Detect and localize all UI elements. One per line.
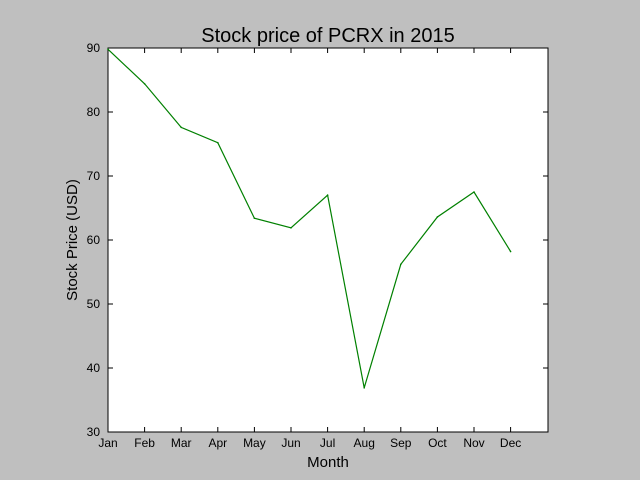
y-axis: 30 40 50 60 70 80 90 bbox=[87, 41, 548, 439]
price-line bbox=[107, 48, 512, 388]
x-tick-label: Nov bbox=[463, 436, 484, 450]
y-tick-label: 80 bbox=[87, 105, 101, 119]
x-tick-label: Sep bbox=[390, 436, 412, 450]
data-point bbox=[473, 191, 475, 193]
x-axis-label: Month bbox=[307, 454, 349, 471]
y-tick-label: 50 bbox=[87, 297, 101, 311]
y-tick-label: 60 bbox=[87, 233, 101, 247]
y-tick-label: 30 bbox=[87, 425, 101, 439]
data-point bbox=[326, 194, 329, 196]
y-tick-label: 90 bbox=[87, 41, 101, 55]
x-tick-label: Aug bbox=[354, 436, 375, 450]
x-tick-label: Dec bbox=[500, 436, 521, 450]
x-tick-label: May bbox=[243, 436, 266, 450]
x-tick-label: Mar bbox=[171, 436, 192, 450]
y-axis-label: Stock Price (USD) bbox=[64, 179, 81, 301]
x-tick-label: Jun bbox=[281, 436, 300, 450]
data-point bbox=[509, 250, 512, 253]
data-point bbox=[363, 387, 366, 389]
plot-area bbox=[107, 47, 549, 433]
y-tick-label: 40 bbox=[87, 361, 101, 375]
x-tick-label: Jan bbox=[98, 436, 117, 450]
series-layer bbox=[107, 48, 512, 389]
data-point bbox=[143, 83, 146, 85]
x-tick-label: Jul bbox=[320, 436, 335, 450]
chart-title: Stock price of PCRX in 2015 bbox=[201, 25, 454, 47]
x-axis: Jan Feb Mar Apr May Jun Jul Aug Sep Oct Nov Dec bbox=[98, 48, 521, 450]
data-point bbox=[217, 141, 219, 144]
x-tick-label: Feb bbox=[134, 436, 155, 450]
y-tick-label: 70 bbox=[87, 169, 101, 183]
data-point bbox=[180, 126, 182, 129]
data-point bbox=[253, 217, 256, 220]
x-tick-label: Apr bbox=[208, 436, 227, 450]
data-point bbox=[290, 227, 292, 229]
data-point bbox=[107, 48, 109, 51]
data-point bbox=[400, 263, 402, 266]
data-point bbox=[436, 216, 439, 218]
x-tick-label: Oct bbox=[428, 436, 447, 450]
